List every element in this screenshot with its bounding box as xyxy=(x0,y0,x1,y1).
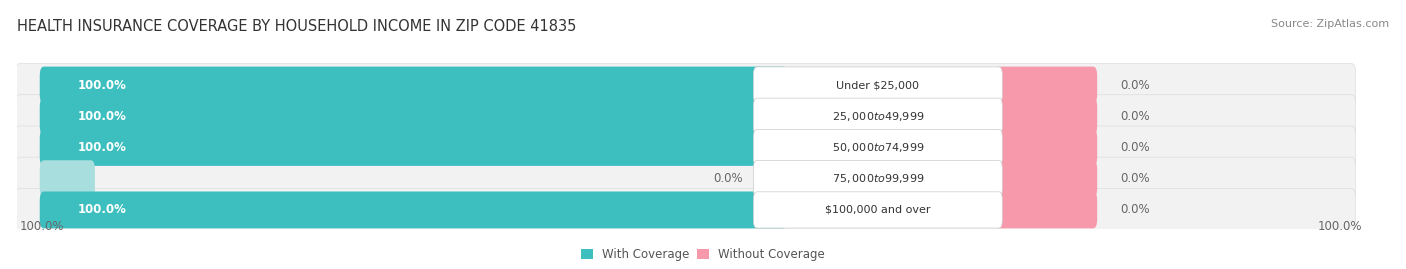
Text: HEALTH INSURANCE COVERAGE BY HOUSEHOLD INCOME IN ZIP CODE 41835: HEALTH INSURANCE COVERAGE BY HOUSEHOLD I… xyxy=(17,19,576,34)
Text: 100.0%: 100.0% xyxy=(77,79,127,91)
Text: 100.0%: 100.0% xyxy=(20,220,65,233)
Text: 100.0%: 100.0% xyxy=(1317,220,1362,233)
Text: $100,000 and over: $100,000 and over xyxy=(825,205,931,215)
FancyBboxPatch shape xyxy=(15,157,1355,200)
Text: $50,000 to $74,999: $50,000 to $74,999 xyxy=(832,141,924,154)
FancyBboxPatch shape xyxy=(39,67,787,104)
FancyBboxPatch shape xyxy=(39,160,94,197)
FancyBboxPatch shape xyxy=(754,67,1002,103)
FancyBboxPatch shape xyxy=(995,67,1097,104)
Text: 100.0%: 100.0% xyxy=(77,203,127,217)
Text: $75,000 to $99,999: $75,000 to $99,999 xyxy=(832,172,924,185)
Text: 0.0%: 0.0% xyxy=(1121,172,1150,185)
Legend: With Coverage, Without Coverage: With Coverage, Without Coverage xyxy=(581,248,825,261)
FancyBboxPatch shape xyxy=(754,98,1002,134)
FancyBboxPatch shape xyxy=(995,98,1097,135)
FancyBboxPatch shape xyxy=(39,98,787,135)
FancyBboxPatch shape xyxy=(995,129,1097,166)
Text: 0.0%: 0.0% xyxy=(1121,203,1150,217)
Text: 100.0%: 100.0% xyxy=(77,141,127,154)
Text: Source: ZipAtlas.com: Source: ZipAtlas.com xyxy=(1271,19,1389,29)
Text: 0.0%: 0.0% xyxy=(1121,79,1150,91)
FancyBboxPatch shape xyxy=(15,63,1355,107)
FancyBboxPatch shape xyxy=(754,161,1002,197)
FancyBboxPatch shape xyxy=(15,126,1355,169)
FancyBboxPatch shape xyxy=(15,95,1355,138)
Text: 0.0%: 0.0% xyxy=(1121,110,1150,123)
Text: 0.0%: 0.0% xyxy=(714,172,744,185)
Text: 0.0%: 0.0% xyxy=(1121,141,1150,154)
FancyBboxPatch shape xyxy=(39,129,787,166)
Text: Under $25,000: Under $25,000 xyxy=(837,80,920,90)
FancyBboxPatch shape xyxy=(995,192,1097,228)
FancyBboxPatch shape xyxy=(754,129,1002,166)
FancyBboxPatch shape xyxy=(754,192,1002,228)
Text: $25,000 to $49,999: $25,000 to $49,999 xyxy=(832,110,924,123)
FancyBboxPatch shape xyxy=(39,192,787,228)
FancyBboxPatch shape xyxy=(995,160,1097,197)
Text: 100.0%: 100.0% xyxy=(77,110,127,123)
FancyBboxPatch shape xyxy=(15,188,1355,231)
